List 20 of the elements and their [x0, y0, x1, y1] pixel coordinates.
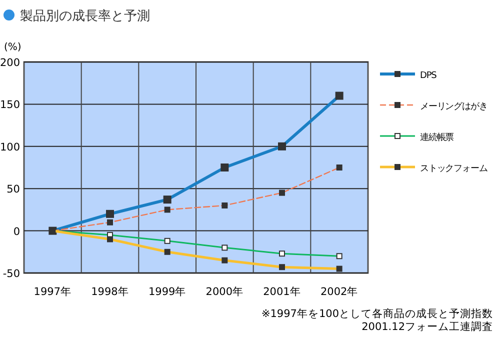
y-tick-label: -50 — [2, 268, 20, 280]
chart-title: 製品別の成長率と予測 — [20, 8, 150, 24]
text: ※1997年を100として各商品の成長と予測指数 — [261, 307, 493, 320]
x-tick-label: 1998年 — [91, 286, 129, 298]
y-tick-label: 0 — [13, 226, 20, 238]
legend-label: ストックフォーム — [420, 164, 488, 174]
y-tick-label: 200 — [0, 57, 20, 69]
y-tick-label: 100 — [0, 141, 20, 154]
legend-label: 連続帳票 — [420, 132, 454, 143]
y-tick-label: 150 — [0, 99, 20, 112]
y-axis-title: (%) — [4, 42, 22, 53]
x-tick-label: 2002年 — [320, 286, 358, 298]
text: 2001.12フォーム工連調査 — [362, 320, 493, 333]
x-tick-label: 2001年 — [263, 286, 301, 298]
legend-label: DPS — [420, 71, 438, 81]
x-tick-label: 1997年 — [34, 286, 72, 298]
legend-label: メーリングはがき — [420, 101, 488, 112]
x-tick-label: 2000年 — [206, 286, 244, 298]
y-tick-label: 50 — [6, 184, 20, 196]
x-tick-label: 1999年 — [148, 286, 186, 298]
